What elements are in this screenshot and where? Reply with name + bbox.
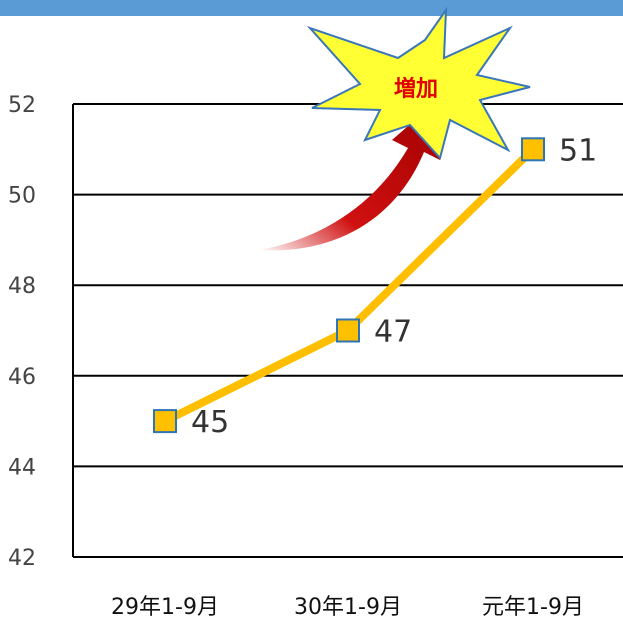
x-category-label: 29年1-9月 bbox=[111, 595, 219, 619]
data-label: 47 bbox=[374, 315, 412, 350]
x-category-label: 元年1-9月 bbox=[482, 595, 584, 619]
y-tick-label: 52 bbox=[8, 93, 36, 118]
y-tick-label: 48 bbox=[8, 274, 36, 299]
x-category-label: 30年1-9月 bbox=[294, 595, 402, 619]
data-label: 45 bbox=[191, 405, 229, 440]
y-tick-label: 44 bbox=[8, 455, 36, 480]
y-tick-label: 50 bbox=[8, 184, 36, 209]
data-markers bbox=[153, 137, 545, 434]
header-bar bbox=[0, 0, 623, 16]
starburst-shape bbox=[306, 6, 531, 161]
data-point-marker bbox=[336, 318, 360, 343]
y-tick-label: 42 bbox=[8, 546, 36, 571]
starburst-label: 増加 bbox=[394, 76, 438, 102]
x-axis-category-labels: 29年1-9月 30年1-9月 元年1-9月 bbox=[111, 595, 584, 619]
y-axis-tick-labels: 42 44 46 48 50 52 bbox=[8, 93, 36, 571]
data-point-marker bbox=[521, 137, 545, 162]
data-point-marker bbox=[153, 409, 177, 434]
y-tick-label: 46 bbox=[8, 365, 36, 390]
data-labels: 45 47 51 bbox=[191, 133, 597, 440]
data-label: 51 bbox=[559, 133, 597, 168]
